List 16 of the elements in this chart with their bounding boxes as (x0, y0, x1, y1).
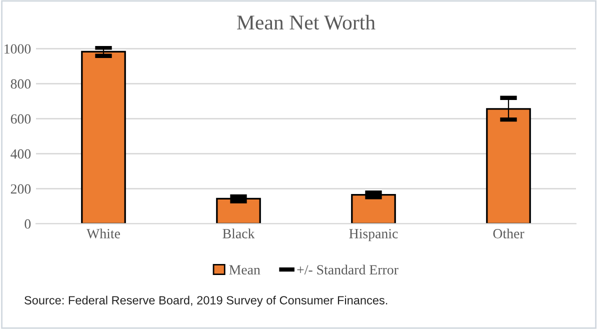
y-tick-label: 600 (10, 114, 31, 124)
source-note: Source: Federal Reserve Board, 2019 Survey of Consumer Finances. (24, 296, 388, 307)
y-tick-label: 400 (10, 149, 31, 159)
chart-title: Mean Net Worth (237, 14, 376, 30)
bar (216, 198, 261, 224)
y-tick-label: 0 (24, 219, 31, 229)
x-tick-label: Hispanic (349, 229, 398, 242)
y-tick-label: 1000 (4, 44, 31, 54)
bar (351, 194, 396, 224)
legend-label: +/- Standard Error (297, 264, 398, 275)
y-tick-label: 800 (10, 79, 31, 89)
x-tick-label: Other (493, 228, 524, 238)
x-tick-label: White (86, 228, 120, 238)
x-tick-label: Black (222, 228, 255, 238)
legend-label: Mean (229, 265, 260, 275)
y-tick-label: 200 (10, 184, 31, 194)
